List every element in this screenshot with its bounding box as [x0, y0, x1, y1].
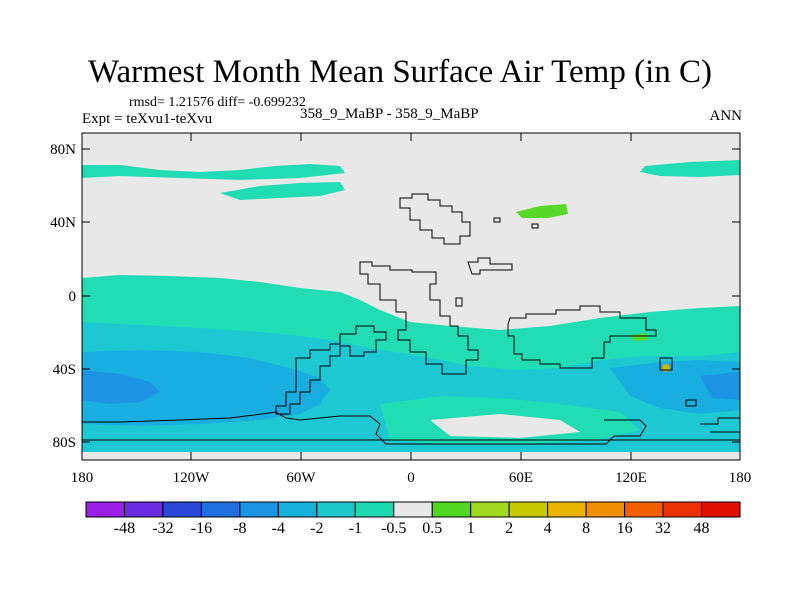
colorbar-box [624, 501, 664, 518]
colorbar-label: 2 [505, 520, 513, 537]
colorbar-label: -32 [152, 520, 173, 537]
field-region [82, 370, 160, 404]
colorbar-box [393, 501, 433, 518]
case-label: 358_9_MaBP - 358_9_MaBP [300, 106, 479, 122]
lon-label: 60W [286, 470, 316, 486]
field-region [430, 414, 580, 438]
colorbar-label: 1 [467, 520, 475, 537]
colorbar-box [585, 501, 626, 518]
coastline [82, 411, 647, 445]
colorbar-label: -48 [114, 520, 135, 537]
field-region [82, 350, 330, 426]
colorbar-box [162, 501, 202, 518]
colorbar-box [508, 501, 549, 518]
coastline [531, 223, 539, 229]
colorbar-label: 4 [544, 520, 552, 537]
field-region [640, 160, 740, 177]
field-region [516, 204, 568, 218]
coastline [493, 217, 501, 223]
coastline [507, 305, 657, 369]
lat-label: 40N [50, 215, 76, 231]
lat-label: 40S [53, 362, 76, 378]
colorbar-box [354, 501, 395, 518]
lat-label: 0 [69, 289, 77, 305]
colorbar-box [239, 501, 279, 518]
field-region [631, 333, 648, 341]
colorbar-label: -1 [349, 520, 362, 537]
coastline [399, 193, 471, 245]
lon-label: 0 [407, 470, 415, 486]
field-region [220, 182, 345, 200]
colorbar-box [547, 501, 587, 518]
field-region [700, 372, 740, 400]
coastline [455, 297, 463, 307]
colorbar-label: -0.5 [381, 520, 406, 537]
colorbar-label: 48 [694, 520, 710, 537]
colorbar-label: -2 [310, 520, 323, 537]
coastline [659, 357, 673, 371]
lon-ticks [190, 133, 632, 460]
lat-ticks [82, 148, 740, 443]
lon-label: 180 [71, 470, 94, 486]
field-region [82, 164, 345, 180]
colorbar-label: 8 [582, 520, 590, 537]
colorbar-box [277, 501, 318, 518]
colorbar-box [470, 501, 510, 518]
coastline [467, 257, 513, 275]
colorbar-label: 0.5 [422, 520, 442, 537]
lon-label: 120W [173, 470, 211, 486]
experiment-label: Expt = teXvu1-teXvu [82, 111, 213, 127]
colorbar [85, 501, 741, 518]
coastline [275, 343, 341, 415]
coastline-group [82, 193, 740, 445]
colorbar-label: -8 [233, 520, 246, 537]
stats-text: rmsd= 1.21576 diff= -0.699232 [129, 95, 306, 110]
colorbar-box [85, 501, 125, 518]
chart-title: Warmest Month Mean Surface Air Temp (in … [87, 54, 713, 90]
colorbar-labels: -48 -32 -16 -8 -4 -2 -1 -0.5 0.5 1 2 4 8 16 32 48 [114, 520, 710, 537]
field-region [664, 366, 668, 370]
lat-label: 80N [50, 142, 76, 158]
colorbar-box [200, 501, 241, 518]
lon-label: 120E [615, 470, 647, 486]
field-region [610, 360, 740, 414]
coastline [359, 261, 479, 375]
colorbar-box [316, 501, 356, 518]
coastline [339, 325, 387, 357]
lat-label: 80S [53, 435, 76, 451]
colorbar-box [123, 501, 164, 518]
colorbar-label: 32 [655, 520, 671, 537]
season-label: ANN [709, 108, 743, 124]
lon-label: 60E [509, 470, 533, 486]
colorbar-box [431, 501, 472, 518]
coastline [700, 417, 740, 425]
colorbar-label: 16 [617, 520, 633, 537]
lon-label: 180 [729, 470, 752, 486]
coastline [685, 399, 697, 407]
colorbar-label: -16 [191, 520, 212, 537]
colorbar-label: -4 [272, 520, 285, 537]
colorbar-box [701, 501, 741, 518]
colorbar-box [662, 501, 703, 518]
